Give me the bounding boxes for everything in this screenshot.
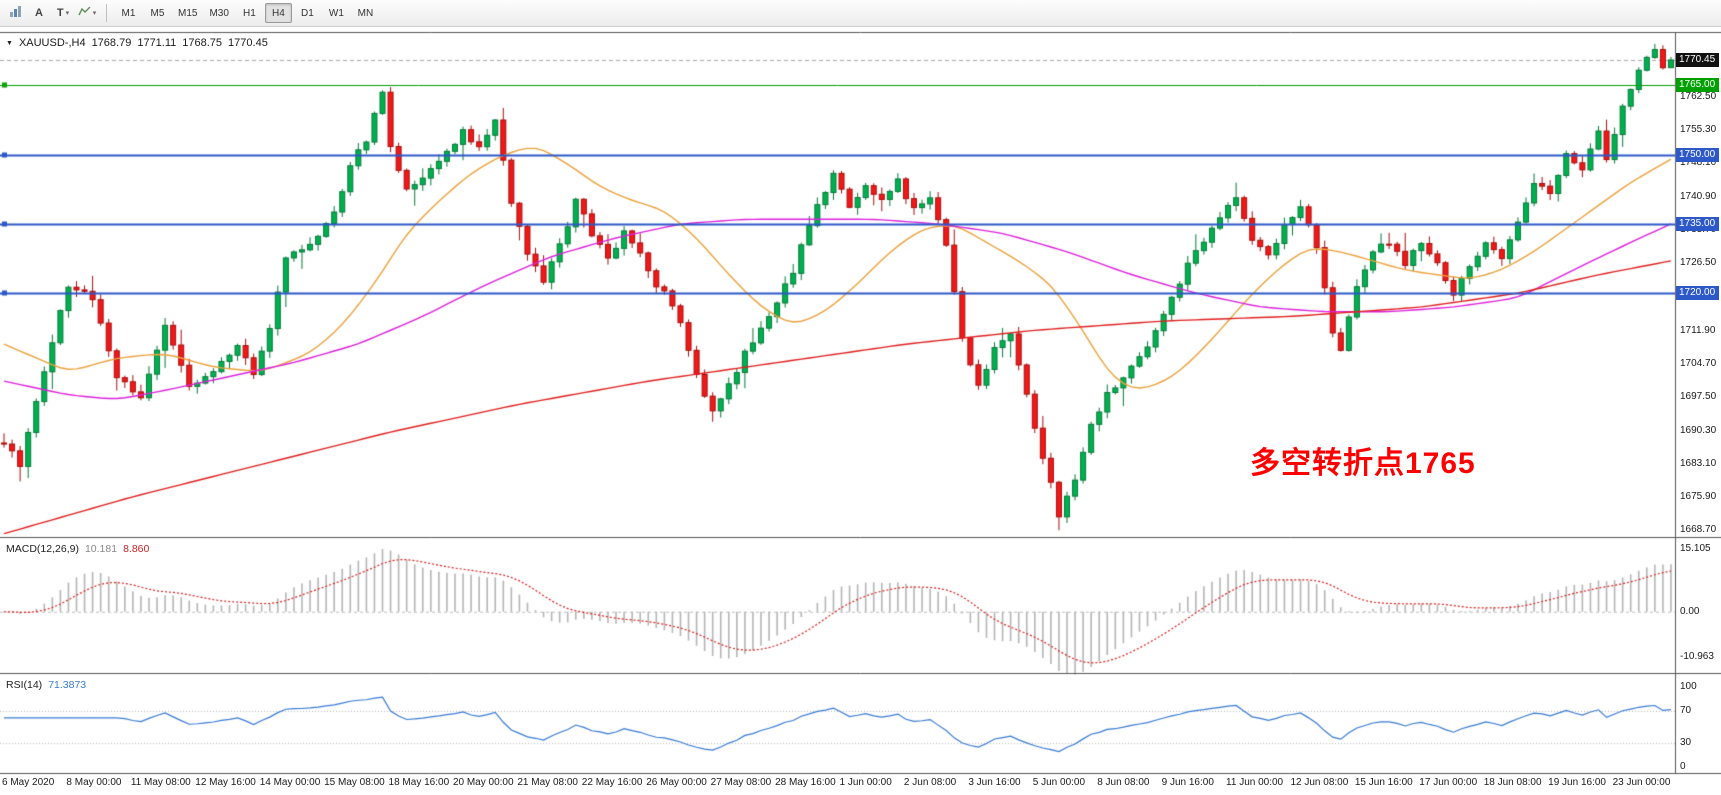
rsi-axis-label: 70 (1680, 704, 1692, 716)
arrow-tool-label: A (35, 7, 43, 19)
toolbar: A T ▾ ▾ M1 M5 M15 M30 H1 H4 D1 W1 MN (0, 0, 1721, 27)
chart-bars-icon (9, 5, 22, 21)
date-label: 28 May 16:00 (775, 777, 836, 788)
date-label: 6 May 2020 (2, 777, 55, 788)
price-axis-label: 1762.50 (1680, 90, 1717, 102)
date-label: 8 May 00:00 (66, 777, 122, 788)
timeframe-h1[interactable]: H1 (236, 3, 263, 23)
rsi-axis-label: 30 (1680, 737, 1692, 749)
price-axis-label: 1690.30 (1680, 424, 1717, 436)
chevron-down-icon: ▾ (92, 10, 97, 17)
macd-axis-label: 15.105 (1680, 542, 1711, 554)
date-label: 15 May 08:00 (324, 777, 385, 788)
date-label: 14 May 00:00 (259, 777, 321, 788)
price-badge: 1720.00 (1676, 286, 1719, 301)
date-label: 9 Jun 16:00 (1161, 777, 1214, 788)
timeframe-mn[interactable]: MN (352, 3, 379, 23)
zigzag-icon (78, 6, 91, 20)
toolbar-separator (106, 4, 107, 22)
price-axis-label: 1675.90 (1680, 491, 1717, 503)
date-label: 5 Jun 00:00 (1032, 777, 1086, 788)
date-label: 1 Jun 00:00 (839, 777, 892, 788)
date-label: 18 Jun 08:00 (1483, 777, 1542, 788)
arrow-tool-button[interactable]: A (28, 3, 50, 24)
timeframe-m30[interactable]: M30 (204, 3, 233, 23)
line-studies-button[interactable]: ▾ (76, 3, 98, 24)
macd-axis-label: 0.00 (1680, 605, 1700, 617)
date-label: 23 Jun 00:00 (1612, 777, 1671, 788)
timeframe-m1[interactable]: M1 (115, 3, 142, 23)
timeframe-h4[interactable]: H4 (264, 3, 292, 23)
date-label: 3 Jun 16:00 (968, 777, 1021, 788)
date-label: 11 Jun 00:00 (1226, 777, 1284, 788)
timeframe-m5[interactable]: M5 (144, 3, 171, 23)
price-axis-label: 1668.70 (1680, 524, 1717, 536)
date-label: 2 Jun 08:00 (903, 777, 957, 788)
price-axis-label: 1755.30 (1680, 124, 1717, 136)
price-badge: 1735.00 (1676, 216, 1719, 231)
price-axis-label: 1726.50 (1680, 257, 1717, 269)
date-label: 15 Jun 16:00 (1354, 777, 1413, 788)
price-axis-label: 1740.90 (1680, 190, 1717, 202)
price-axis-label: 1697.50 (1680, 391, 1717, 403)
price-badge: 1765.00 (1676, 78, 1719, 93)
timeframe-w1[interactable]: W1 (323, 3, 350, 23)
price-axis-label: 1711.90 (1680, 324, 1716, 336)
date-label: 8 Jun 08:00 (1097, 777, 1150, 788)
date-label: 17 Jun 00:00 (1419, 777, 1478, 788)
date-label: 11 May 08:00 (130, 777, 191, 788)
date-label: 12 Jun 08:00 (1290, 777, 1349, 788)
price-badge: 1770.45 (1676, 52, 1719, 67)
macd-axis-label: -10.963 (1680, 651, 1714, 663)
date-label: 22 May 16:00 (581, 777, 643, 788)
price-badge: 1750.00 (1676, 147, 1719, 162)
date-label: 19 Jun 16:00 (1548, 777, 1606, 788)
text-tool-label: T (56, 7, 64, 19)
chevron-down-icon: ▾ (65, 10, 70, 17)
date-label: 18 May 16:00 (388, 777, 450, 788)
timeframe-d1[interactable]: D1 (294, 3, 321, 23)
price-axis-label: 1748.10 (1680, 157, 1717, 169)
date-label: 21 May 08:00 (517, 777, 578, 788)
time-axis[interactable]: 6 May 2020 8 May 00:00 11 May 08:00 12 May … (0, 774, 1675, 795)
timeframe-m15[interactable]: M15 (173, 3, 202, 23)
date-label: 27 May 08:00 (710, 777, 772, 788)
rsi-axis-label: 0 (1680, 761, 1686, 773)
date-label: 26 May 00:00 (646, 777, 707, 788)
chart-bars-icon-button[interactable] (4, 3, 26, 24)
date-label: 12 May 16:00 (195, 777, 256, 788)
price-axis-label: 1704.70 (1680, 357, 1717, 369)
date-label: 20 May 00:00 (452, 777, 514, 788)
price-axis[interactable]: 1762.501755.301748.101740.901733.701726.… (1675, 27, 1721, 774)
text-tool-button[interactable]: T ▾ (52, 3, 74, 24)
rsi-axis-label: 100 (1680, 680, 1697, 692)
price-axis-label: 1683.10 (1680, 457, 1717, 469)
